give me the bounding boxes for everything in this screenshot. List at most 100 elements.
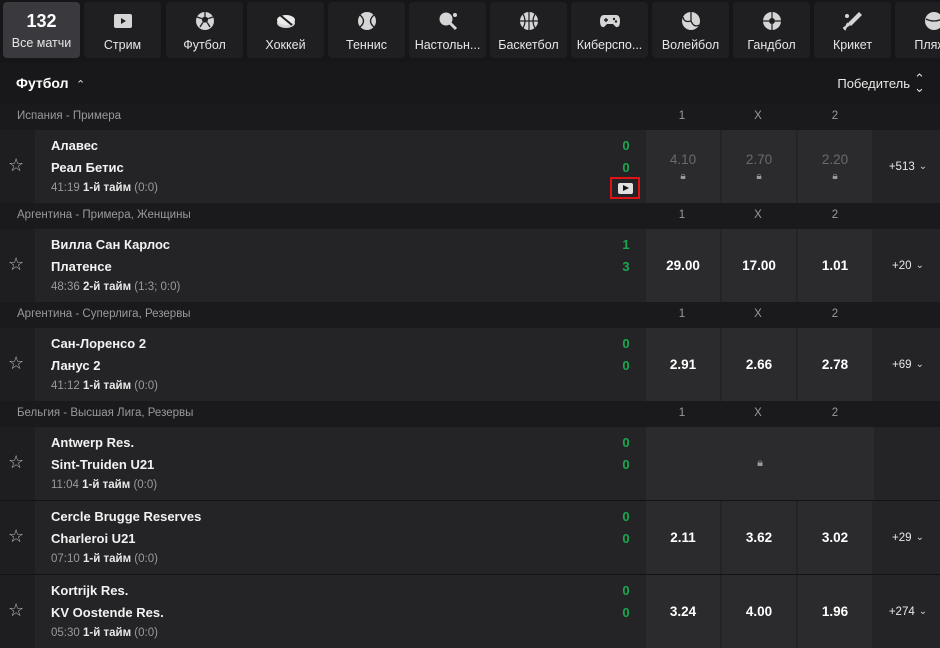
score-away: 3: [622, 259, 630, 274]
tab-label: Стрим: [103, 38, 142, 52]
tab-soccer[interactable]: Футбол: [166, 2, 243, 58]
odd-2[interactable]: 1.01: [798, 229, 872, 302]
tab-label: Пляжн: [914, 38, 940, 52]
score-away: 0: [622, 358, 630, 373]
match-row[interactable]: ☆ Cercle Brugge Reserves Charleroi U21 0…: [0, 501, 940, 574]
league-name: Аргентина - Примера, Женщины: [17, 209, 191, 221]
more-markets-button[interactable]: +20 ⌄: [876, 229, 940, 302]
more-markets-button[interactable]: +69 ⌄: [876, 328, 940, 401]
chevron-down-icon: ⌄: [918, 606, 928, 617]
tab-handball[interactable]: Гандбол: [733, 2, 810, 58]
odds-header-1: 1: [678, 308, 686, 320]
star-icon[interactable]: ☆: [8, 526, 25, 546]
favorite-cell[interactable]: ☆: [0, 328, 35, 401]
table-tennis-icon: [437, 10, 459, 32]
match-row[interactable]: ☆ Сан-Лоренсо 2 Ланус 2 41:12 1-й тайм (…: [0, 328, 940, 401]
favorite-cell[interactable]: ☆: [0, 427, 35, 500]
score-home: 1: [622, 237, 630, 252]
lock-icon: 🔒︎: [756, 170, 762, 182]
tab-cricket[interactable]: Крикет: [814, 2, 891, 58]
odd-x[interactable]: 2.70 🔒︎: [722, 130, 796, 203]
odds-header-2: 2: [831, 308, 839, 320]
team-home: Antwerp Res.: [51, 435, 135, 450]
team-home: Вилла Сан Карлос: [51, 237, 171, 252]
tab-volleyball[interactable]: Волейбол: [652, 2, 729, 58]
odd-x[interactable]: 2.66: [722, 328, 796, 401]
market-selector[interactable]: Победитель: [837, 76, 910, 91]
tab-label: Хоккей: [265, 38, 306, 52]
favorite-cell[interactable]: ☆: [0, 229, 35, 302]
more-markets-button[interactable]: +274 ⌄: [876, 575, 940, 648]
tab-beach[interactable]: Пляжн: [895, 2, 940, 58]
tab-tennis[interactable]: Теннис: [328, 2, 405, 58]
tab-label: Настольн...: [414, 38, 481, 52]
play-video-icon: [617, 182, 633, 194]
league-name: Аргентина - Суперлига, Резервы: [17, 308, 191, 320]
league-header: Аргентина - Примера, Женщины 1 X 2: [0, 203, 940, 229]
volleyball-icon: [680, 10, 702, 32]
tab-basketball[interactable]: Баскетбол: [490, 2, 567, 58]
favorite-cell[interactable]: ☆: [0, 501, 35, 574]
team-home: Cercle Brugge Reserves: [51, 509, 202, 524]
league-header: Испания - Примера 1 X 2: [0, 104, 940, 130]
team-home: Алавес: [51, 138, 98, 153]
more-markets-button[interactable]: +29 ⌄: [876, 501, 940, 574]
match-row[interactable]: ☆ Алавес Реал Бетис 41:19 1-й тайм (0:0)…: [0, 130, 940, 203]
tab-label: Баскетбол: [498, 38, 559, 52]
tab-label: Все матчи: [11, 36, 72, 50]
odds-header-x: X: [754, 110, 762, 122]
team-home: Kortrijk Res.: [51, 583, 129, 598]
match-time: 07:10 1-й тайм (0:0): [51, 553, 158, 565]
star-icon[interactable]: ☆: [8, 600, 25, 620]
odd-1[interactable]: 4.10 🔒︎: [646, 130, 720, 203]
match-time: 11:04 1-й тайм (0:0): [51, 479, 158, 491]
tab-label: Футбол: [183, 38, 226, 52]
odd-1[interactable]: 29.00: [646, 229, 720, 302]
match-row[interactable]: ☆ Antwerp Res. Sint-Truiden U21 11:04 1-…: [0, 427, 940, 500]
more-markets-button[interactable]: +513 ⌄: [876, 130, 940, 203]
sort-arrows-icon[interactable]: ⌃ ⌄: [914, 71, 925, 95]
odds-header-1: 1: [678, 407, 686, 419]
star-icon[interactable]: ☆: [8, 353, 25, 373]
odd-1[interactable]: 3.24: [646, 575, 720, 648]
favorite-cell[interactable]: ☆: [0, 130, 35, 203]
chevron-down-icon: ⌄: [915, 532, 924, 543]
star-icon[interactable]: ☆: [8, 452, 25, 472]
gamepad-icon: [599, 10, 621, 32]
lock-icon: 🔒︎: [757, 457, 763, 469]
video-stream-button[interactable]: [610, 177, 640, 199]
odd-x[interactable]: 3.62: [722, 501, 796, 574]
favorite-cell[interactable]: ☆: [0, 575, 35, 648]
match-row[interactable]: ☆ Вилла Сан Карлос Платенсе 48:36 2-й та…: [0, 229, 940, 302]
odd-1[interactable]: 2.91: [646, 328, 720, 401]
odd-2[interactable]: 3.02: [798, 501, 872, 574]
chevron-down-icon: ⌄: [918, 161, 928, 172]
score-home: 0: [622, 435, 630, 450]
team-away: Реал Бетис: [51, 160, 124, 175]
tab-all-matches[interactable]: 132 Все матчи: [3, 2, 80, 58]
tab-table-tennis[interactable]: Настольн...: [409, 2, 486, 58]
odds-header-2: 2: [831, 110, 839, 122]
chevron-up-icon[interactable]: ⌃: [76, 79, 86, 91]
odd-1[interactable]: 2.11: [646, 501, 720, 574]
odd-x[interactable]: 17.00: [722, 229, 796, 302]
odd-2[interactable]: 1.96: [798, 575, 872, 648]
star-icon[interactable]: ☆: [8, 254, 25, 274]
tab-stream[interactable]: Стрим: [84, 2, 161, 58]
odds-header-1: 1: [678, 209, 686, 221]
section-title[interactable]: Футбол: [16, 75, 69, 91]
sport-nav: 132 Все матчи Стрим Футбол Хоккей Теннис…: [0, 0, 940, 62]
match-row[interactable]: ☆ Kortrijk Res. KV Oostende Res. 05:30 1…: [0, 575, 940, 648]
odd-2[interactable]: 2.20 🔒︎: [798, 130, 872, 203]
odd-2[interactable]: 2.78: [798, 328, 872, 401]
odd-x[interactable]: 4.00: [722, 575, 796, 648]
match-time: 41:12 1-й тайм (0:0): [51, 380, 158, 392]
tab-hockey[interactable]: Хоккей: [247, 2, 324, 58]
score-away: 0: [622, 457, 630, 472]
stream-icon: [112, 10, 134, 32]
score-home: 0: [622, 336, 630, 351]
tab-esports[interactable]: Киберспо...: [571, 2, 648, 58]
team-away: Charleroi U21: [51, 531, 136, 546]
star-icon[interactable]: ☆: [8, 155, 25, 175]
odds-header-2: 2: [831, 407, 839, 419]
